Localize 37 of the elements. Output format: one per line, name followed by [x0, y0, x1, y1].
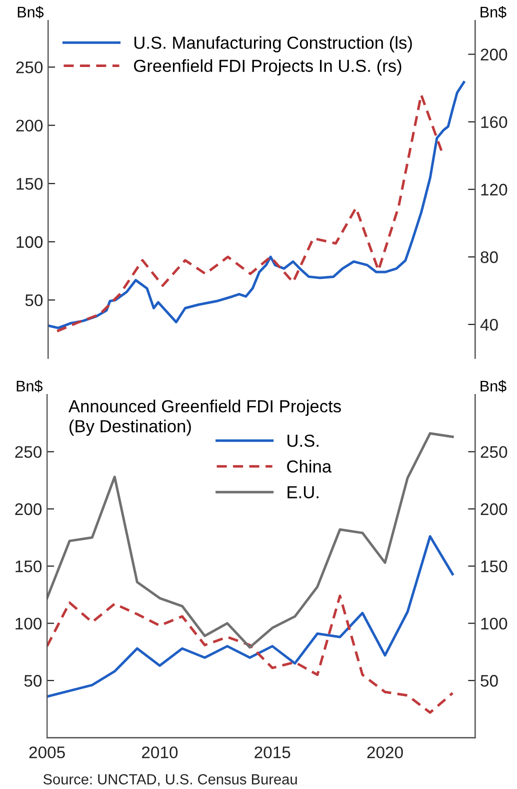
text: Announced Greenfield FDI Projects (By Destination)	[68, 400, 341, 436]
line-series	[47, 535, 454, 698]
legend-label: Greenfield FDI Projects In U.S. (rs)	[134, 59, 402, 76]
y-tick-label: 100	[16, 236, 43, 248]
y-tick-label: 50	[24, 674, 42, 687]
line-series	[47, 594, 454, 714]
y-tick-label: 150	[16, 178, 43, 190]
source-note: Source: UNCTAD, U.S. Census Bureau	[43, 774, 297, 786]
y2-tick-label: 160	[481, 116, 508, 128]
y-axis-title: Bn$	[16, 380, 43, 392]
y-tick-label: 100	[16, 618, 42, 630]
y2-tick-label: 40	[480, 318, 498, 331]
y2-tick-label: 50	[480, 674, 498, 687]
y2-axis-title: Bn$	[480, 380, 506, 392]
y2-axis-title: Bn$	[480, 6, 506, 18]
y2-tick-label: 120	[481, 184, 508, 196]
y-tick-label: 200	[15, 503, 42, 516]
y-axis-title: Bn$	[18, 6, 44, 18]
legend-label: China	[287, 460, 332, 473]
x-tick-label: 2010	[142, 746, 178, 758]
x-tick-label: 2020	[367, 746, 403, 758]
y2-tick-label: 200	[480, 48, 508, 60]
y-tick-label: 50	[25, 294, 43, 306]
y2-tick-label: 150	[481, 560, 508, 572]
y2-tick-label: 80	[480, 251, 498, 264]
y2-tick-label: 100	[481, 618, 508, 630]
x-tick-label: 2005	[29, 746, 65, 758]
y-tick-label: 200	[16, 120, 43, 132]
legend-label: E.U.	[288, 486, 318, 498]
y2-tick-label: 250	[480, 446, 508, 458]
legend-label: U.S.	[288, 434, 318, 447]
y2-tick-label: 200	[480, 503, 508, 516]
y-tick-label: 250	[15, 446, 42, 458]
x-tick-label: 2015	[254, 746, 290, 758]
y-tick-label: 250	[16, 61, 43, 74]
y-tick-label: 150	[16, 560, 42, 572]
legend-label: U.S. Manufacturing Construction (ls)	[134, 36, 412, 52]
